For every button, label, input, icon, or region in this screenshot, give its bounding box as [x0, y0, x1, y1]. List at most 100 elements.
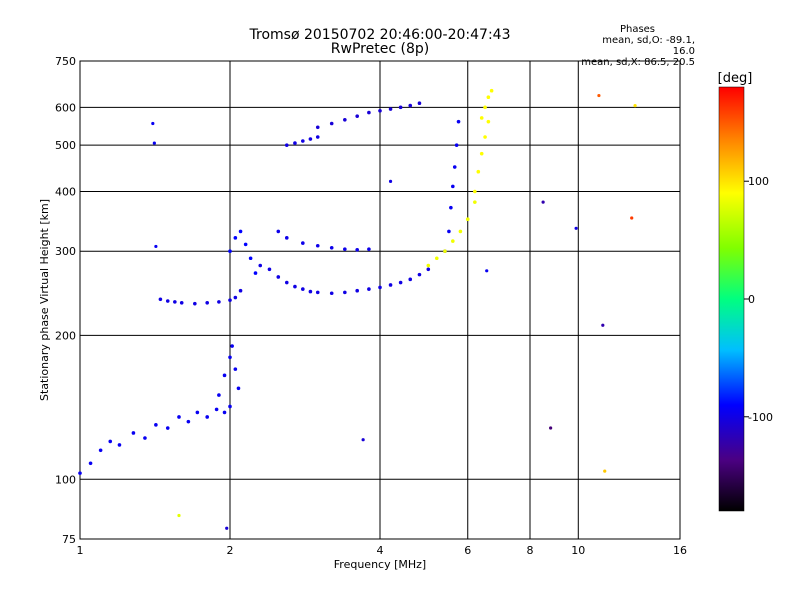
- trace-point: [205, 300, 209, 305]
- trace-point: [451, 184, 455, 189]
- trace-point: [236, 386, 241, 391]
- trace-point: [276, 229, 281, 234]
- trace-point: [165, 299, 170, 303]
- trace-point: [301, 287, 305, 291]
- trace-point: [228, 355, 232, 360]
- colorbar-tick-label: 100: [748, 175, 769, 188]
- trace-point: [293, 141, 297, 145]
- trace-point: [486, 119, 491, 124]
- y-tick-label: 300: [55, 245, 76, 258]
- trace-point: [489, 88, 494, 93]
- y-tick-label: 500: [55, 139, 76, 152]
- trace-point: [284, 280, 289, 285]
- trace-point: [177, 415, 181, 419]
- trace-point: [315, 125, 320, 130]
- trace-point: [479, 151, 484, 156]
- trace-point: [315, 135, 320, 139]
- trace-point: [465, 217, 470, 222]
- trace-point: [293, 284, 297, 289]
- trace-point: [343, 118, 347, 122]
- outlier-point: [630, 216, 634, 220]
- outlier-point: [633, 104, 637, 108]
- trace-point: [173, 300, 177, 304]
- trace-point: [329, 121, 334, 126]
- x-tick-label: 4: [377, 544, 384, 557]
- colorbar-tick-label: 0: [748, 293, 755, 306]
- trace-point: [233, 295, 238, 300]
- trace-point: [426, 267, 431, 272]
- phases-legend: Phases mean, sd,O: -89.1, 16.0 mean, sd,…: [580, 24, 695, 68]
- trace-point: [315, 243, 320, 248]
- outlier-point: [361, 438, 365, 442]
- trace-point: [408, 103, 413, 108]
- trace-point: [154, 423, 158, 427]
- phases-line-x: mean, sd,X: 86.5, 20.5: [581, 57, 695, 68]
- trace-point: [258, 263, 263, 268]
- trace-point: [315, 290, 320, 295]
- trace-point: [253, 271, 258, 275]
- trace-point: [214, 407, 219, 412]
- trace-point: [233, 367, 238, 371]
- y-tick-label: 600: [55, 101, 76, 114]
- trace-point: [230, 344, 234, 348]
- colorbar-ticks: 100 0 -100: [744, 175, 773, 424]
- trace-point: [238, 229, 243, 234]
- chart-subtitle: RwPretec (8p): [330, 41, 430, 57]
- trace-point: [486, 95, 491, 99]
- trace-point: [367, 110, 371, 115]
- trace-point: [367, 247, 371, 251]
- colorbar-unit: [deg]: [718, 71, 753, 86]
- trace-point: [449, 205, 453, 210]
- trace-point: [248, 256, 253, 261]
- outlier-point: [152, 141, 156, 145]
- trace-point: [454, 143, 459, 147]
- outlier-point: [601, 323, 605, 327]
- trace-point: [452, 165, 457, 169]
- trace-point: [222, 410, 227, 415]
- trace-point: [367, 287, 371, 291]
- trace-point: [301, 139, 305, 143]
- trace-point: [343, 290, 347, 295]
- trace-point: [451, 239, 455, 243]
- trace-point: [98, 448, 103, 453]
- outlier-point: [388, 179, 393, 183]
- outlier-point: [151, 121, 155, 126]
- trace-point: [355, 114, 359, 118]
- trace-point: [447, 229, 451, 234]
- trace-point: [434, 256, 439, 261]
- trace-point: [417, 272, 422, 277]
- trace-point: [479, 116, 484, 120]
- trace-point: [473, 189, 477, 194]
- trace-point: [117, 443, 122, 447]
- trace-point: [217, 300, 221, 304]
- outlier-point: [574, 226, 578, 230]
- grid-lines: [80, 61, 680, 539]
- trace-point: [195, 410, 200, 415]
- trace-point: [388, 107, 393, 111]
- trace-point: [483, 135, 487, 139]
- trace-point: [217, 393, 221, 397]
- trace-point: [179, 300, 184, 305]
- x-tick-label: 6: [464, 544, 471, 557]
- colorbar: [718, 86, 745, 512]
- trace-point: [158, 297, 163, 302]
- data-points: [78, 88, 637, 530]
- trace-point: [78, 471, 82, 475]
- trace-point: [355, 288, 359, 293]
- trace-point: [476, 169, 481, 174]
- x-tick-label: 1: [77, 544, 84, 557]
- y-tick-label: 100: [55, 473, 76, 486]
- x-tick-label: 2: [227, 544, 234, 557]
- outlier-point: [485, 269, 489, 273]
- x-tick-label: 16: [673, 544, 687, 557]
- trace-point: [388, 283, 393, 287]
- trace-point: [456, 119, 461, 124]
- trace-point: [483, 105, 487, 110]
- trace-point: [228, 298, 232, 302]
- colorbar-tick-label: -100: [748, 411, 773, 424]
- trace-point: [205, 415, 209, 419]
- axis-ticks: 1 2 4 6 8 10 16 75 100 200 300 400 500 600 750: [55, 55, 687, 557]
- trace-point: [222, 373, 227, 378]
- trace-point: [284, 236, 289, 240]
